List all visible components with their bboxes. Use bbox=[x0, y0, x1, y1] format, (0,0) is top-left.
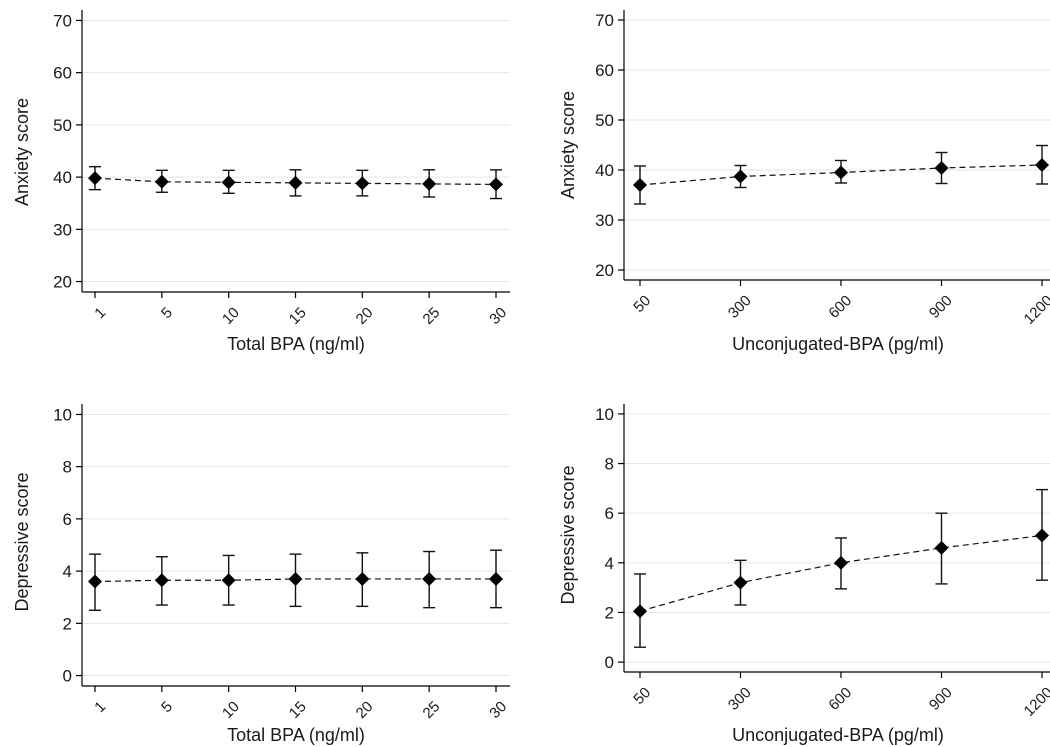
data-point bbox=[633, 604, 647, 619]
data-point bbox=[355, 571, 370, 586]
x-tick-label: 25 bbox=[420, 698, 444, 722]
x-tick-label: 600 bbox=[825, 292, 855, 322]
x-axis-title: Unconjugated-BPA (pg/ml) bbox=[732, 334, 944, 354]
data-point bbox=[154, 573, 169, 588]
data-point bbox=[934, 161, 949, 175]
data-point bbox=[154, 174, 169, 189]
x-tick-label: 20 bbox=[353, 698, 377, 722]
y-tick-label: 50 bbox=[53, 116, 72, 135]
y-tick-label: 0 bbox=[63, 667, 72, 686]
y-axis-title: Anxiety score bbox=[558, 91, 578, 199]
y-tick-label: 0 bbox=[605, 653, 614, 672]
panel-depressive-unconjugated-bpa: 0 2 4 6 8 10 50 300 600 900 1200 Unconjugated-BPA (… bbox=[558, 404, 1050, 745]
y-tick-label: 60 bbox=[53, 64, 72, 83]
x-tick-label: 50 bbox=[630, 292, 654, 316]
x-tick-label: 300 bbox=[725, 684, 755, 714]
y-tick-label: 20 bbox=[53, 273, 72, 292]
data-point bbox=[221, 573, 236, 588]
y-tick-label: 6 bbox=[605, 504, 614, 523]
y-tick-label: 60 bbox=[595, 61, 614, 80]
x-axis-title: Total BPA (ng/ml) bbox=[227, 725, 365, 745]
y-tick-label: 10 bbox=[53, 405, 72, 424]
y-tick-label: 10 bbox=[595, 405, 614, 424]
x-tick-label: 10 bbox=[219, 304, 243, 328]
data-point bbox=[834, 555, 848, 570]
x-tick-label: 1 bbox=[91, 304, 109, 322]
data-point bbox=[489, 571, 503, 586]
data-point bbox=[88, 171, 102, 186]
series-line bbox=[639, 534, 1043, 612]
y-tick-label: 2 bbox=[63, 614, 72, 633]
data-point bbox=[489, 177, 503, 192]
x-tick-label: 1 bbox=[91, 698, 109, 716]
x-axis-title: Total BPA (ng/ml) bbox=[227, 334, 365, 354]
y-tick-label: 20 bbox=[595, 261, 614, 280]
x-tick-label: 5 bbox=[158, 304, 176, 322]
x-tick-label: 30 bbox=[486, 304, 510, 328]
panel-anxiety-unconjugated-bpa: 20 30 40 50 60 70 50 300 600 900 1200 Unconjugated-… bbox=[558, 10, 1050, 354]
data-point bbox=[633, 178, 647, 192]
x-tick-label: 15 bbox=[286, 698, 310, 722]
x-tick-label: 50 bbox=[630, 684, 654, 708]
data-point bbox=[288, 175, 303, 190]
x-tick-label: 20 bbox=[353, 304, 377, 328]
x-tick-label: 900 bbox=[926, 292, 956, 322]
y-tick-label: 4 bbox=[63, 562, 72, 581]
data-point bbox=[221, 175, 236, 190]
x-axis-title: Unconjugated-BPA (pg/ml) bbox=[732, 725, 944, 745]
x-tick-label: 600 bbox=[825, 684, 855, 714]
y-tick-label: 40 bbox=[595, 161, 614, 180]
data-point bbox=[88, 574, 102, 589]
y-tick-label: 40 bbox=[53, 168, 72, 187]
data-point bbox=[288, 571, 303, 586]
data-point bbox=[733, 169, 748, 184]
x-tick-label: 10 bbox=[219, 698, 243, 722]
data-point bbox=[422, 571, 437, 586]
y-tick-label: 30 bbox=[595, 211, 614, 230]
data-point bbox=[934, 540, 949, 555]
y-tick-label: 6 bbox=[63, 510, 72, 529]
data-point bbox=[422, 176, 437, 191]
data-point bbox=[733, 575, 748, 590]
y-tick-label: 50 bbox=[595, 111, 614, 130]
y-tick-label: 2 bbox=[605, 603, 614, 622]
y-tick-label: 30 bbox=[53, 220, 72, 239]
x-tick-label: 15 bbox=[286, 304, 310, 328]
x-tick-label: 300 bbox=[725, 292, 755, 322]
data-point bbox=[834, 165, 848, 180]
y-axis-title: Anxiety score bbox=[12, 98, 32, 206]
y-tick-label: 8 bbox=[605, 455, 614, 474]
x-tick-label: 25 bbox=[420, 304, 444, 328]
x-tick-label: 30 bbox=[486, 698, 510, 722]
y-axis-title: Depressive score bbox=[558, 465, 578, 604]
data-point bbox=[1035, 528, 1049, 543]
y-axis-title: Depressive score bbox=[12, 472, 32, 611]
y-tick-label: 4 bbox=[605, 554, 614, 573]
y-tick-label: 70 bbox=[53, 11, 72, 30]
data-point bbox=[1035, 158, 1049, 172]
x-tick-label: 900 bbox=[926, 684, 956, 714]
data-point bbox=[355, 176, 370, 191]
x-tick-label: 5 bbox=[158, 698, 176, 716]
x-tick-label: 1200 bbox=[1021, 684, 1050, 720]
y-tick-label: 70 bbox=[595, 11, 614, 30]
x-tick-label: 1200 bbox=[1021, 292, 1050, 328]
y-tick-label: 8 bbox=[63, 458, 72, 477]
